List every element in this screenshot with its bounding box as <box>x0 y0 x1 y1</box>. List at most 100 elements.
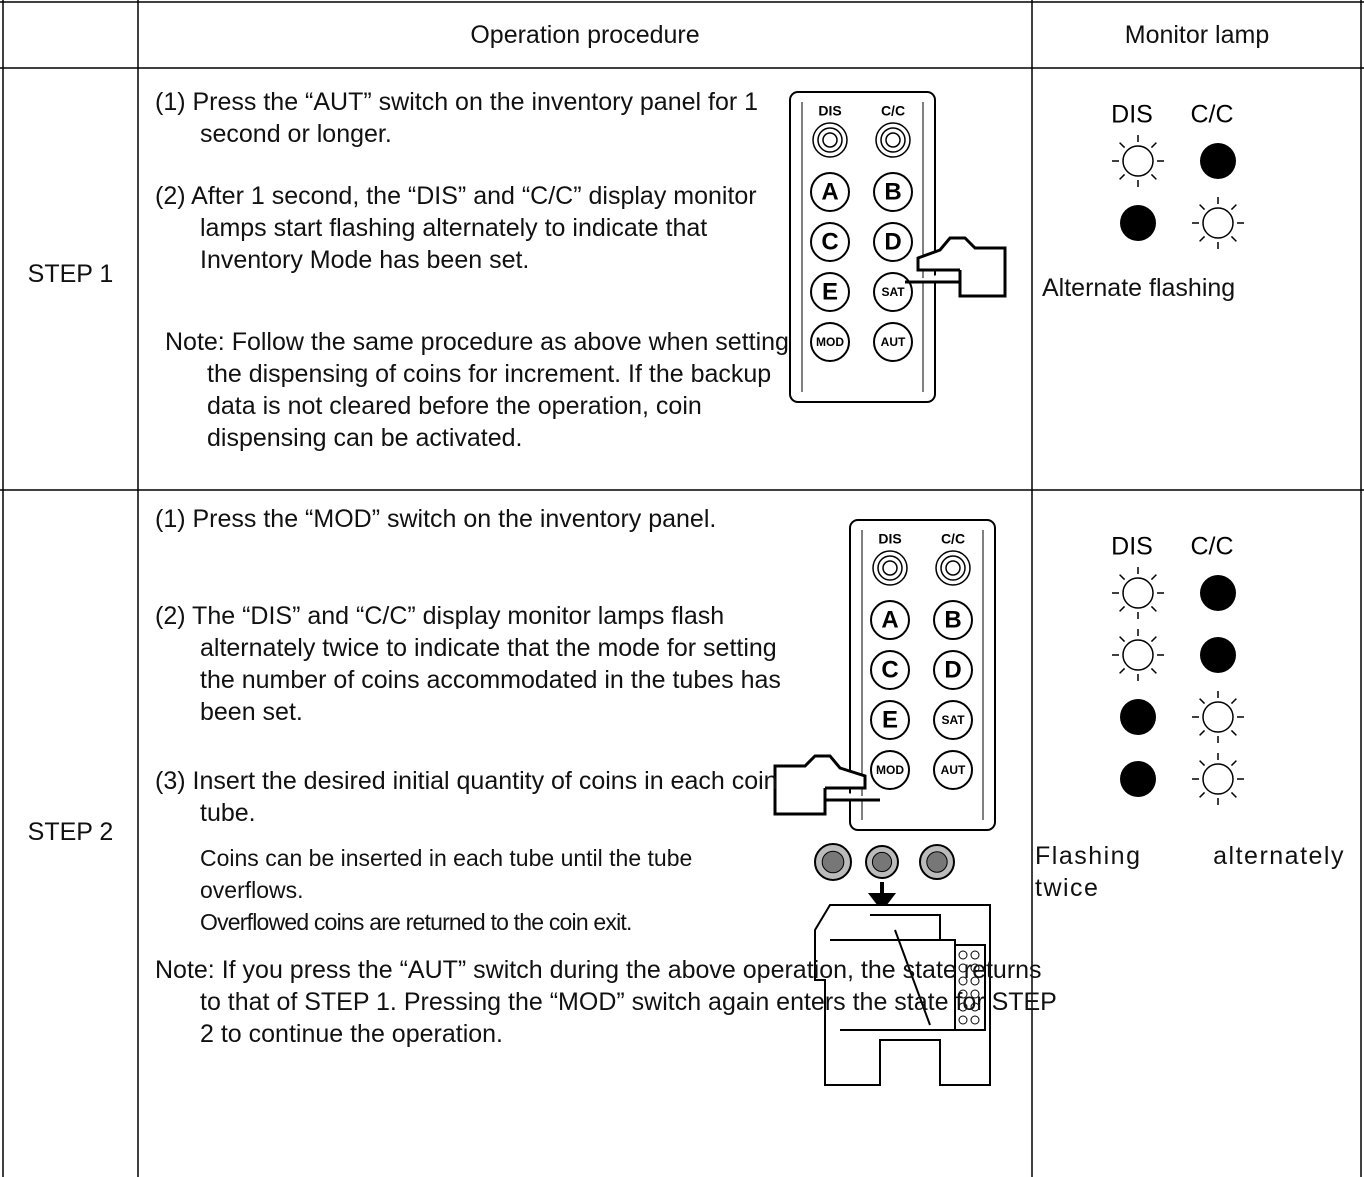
lamp <box>940 555 966 581</box>
button-label: B <box>944 606 961 633</box>
button-label: SAT <box>941 713 965 727</box>
lamp-on <box>1122 639 1154 671</box>
lamp-ray <box>1230 698 1237 705</box>
header-monitor: Monitor lamp <box>1124 21 1270 49</box>
procedure-text: (2) After 1 second, the “DIS” and “C/C” … <box>155 182 757 274</box>
lamp-ray <box>1230 791 1237 798</box>
lamp-ray <box>1230 729 1237 736</box>
machine-detail <box>970 1015 980 1025</box>
panel-button <box>933 650 973 690</box>
lamp-ray <box>1150 605 1157 612</box>
lamp <box>817 127 843 153</box>
button-label: C <box>821 228 838 255</box>
machine-detail <box>958 976 968 986</box>
machine-detail <box>958 963 968 973</box>
procedure-note: Note: Follow the same procedure as above… <box>165 328 789 452</box>
header-procedure: Operation procedure <box>470 21 700 49</box>
lamp-ray <box>1230 204 1237 211</box>
procedure-subtext: Overflowed coins are returned to the coi… <box>200 909 632 935</box>
lamp-ray <box>1119 636 1126 643</box>
lamp <box>872 550 908 586</box>
panel-button <box>933 750 973 790</box>
lamp-ray <box>1150 173 1157 180</box>
panel-button <box>933 600 973 640</box>
button-label: SAT <box>881 285 905 299</box>
monitor-lamp-label: C/C <box>1190 533 1233 561</box>
machine-detail <box>970 1002 980 1012</box>
monitor-text: Alternate flashing <box>1042 274 1236 302</box>
panel-button <box>810 322 850 362</box>
lamp-ray <box>1199 235 1206 242</box>
monitor-lamp-label: DIS <box>1111 101 1153 129</box>
panel-button <box>870 600 910 640</box>
lamp-off <box>1200 143 1236 179</box>
button-label: A <box>881 606 898 633</box>
lamp <box>877 555 903 581</box>
lamp-ray <box>1119 173 1126 180</box>
lamp-ray <box>1230 235 1237 242</box>
monitor-lamp-label: C/C <box>1190 101 1233 129</box>
lamp <box>875 122 911 158</box>
lamp-ray <box>1199 729 1206 736</box>
procedure-text: (2) The “DIS” and “C/C” display monitor … <box>155 602 781 726</box>
lamp-ray <box>1150 667 1157 674</box>
procedure-note: Note: If you press the “AUT” switch duri… <box>155 956 1057 1048</box>
lamp-ray <box>1199 698 1206 705</box>
monitor-lamp-label: DIS <box>1111 533 1153 561</box>
lamp-ray <box>1230 760 1237 767</box>
machine-detail <box>958 1015 968 1025</box>
panel-button <box>873 222 913 262</box>
panel-button <box>873 172 913 212</box>
lamp <box>812 122 848 158</box>
step-label: STEP 1 <box>27 260 114 288</box>
button-label: E <box>822 278 838 305</box>
panel-button <box>870 700 910 740</box>
button-label: B <box>884 178 901 205</box>
panel-button <box>933 700 973 740</box>
lamp-on <box>1202 701 1234 733</box>
machine-detail <box>958 989 968 999</box>
lamp-off <box>1120 699 1156 735</box>
procedure-text: (1) Press the “AUT” switch on the invent… <box>155 88 759 148</box>
panel-button <box>810 172 850 212</box>
lamp <box>880 127 906 153</box>
lamp <box>935 550 971 586</box>
lamp-ray <box>1199 204 1206 211</box>
lamp-off <box>1120 205 1156 241</box>
button-label: E <box>882 706 898 733</box>
machine-detail <box>970 963 980 973</box>
lamp <box>885 132 901 148</box>
coin-icon <box>926 851 948 873</box>
machine-detail <box>970 976 980 986</box>
lamp-on <box>1122 577 1154 609</box>
button-label: MOD <box>816 335 844 349</box>
lamp-ray <box>1199 760 1206 767</box>
machine-icon <box>814 904 991 1086</box>
hand-icon <box>773 754 880 816</box>
panel-button <box>873 272 913 312</box>
lamp-on <box>1202 763 1234 795</box>
lamp-label: C/C <box>881 103 905 119</box>
panel-button <box>870 650 910 690</box>
lamp <box>882 560 898 576</box>
lamp-ray <box>1199 791 1206 798</box>
lamp-label: DIS <box>878 531 901 547</box>
lamp <box>945 560 961 576</box>
lamp-on <box>1122 145 1154 177</box>
button-label: D <box>884 228 901 255</box>
button-label: C <box>881 656 898 683</box>
panel-button <box>870 750 910 790</box>
panel-button <box>810 222 850 262</box>
button-label: D <box>944 656 961 683</box>
lamp-off <box>1200 575 1236 611</box>
button-label: AUT <box>941 763 966 777</box>
lamp-ray <box>1150 574 1157 581</box>
procedure-text: (3) Insert the desired initial quantity … <box>155 767 778 827</box>
procedure-text: (1) Press the “MOD” switch on the invent… <box>155 505 717 533</box>
hand-icon <box>905 236 1007 298</box>
panel-button <box>873 322 913 362</box>
arrow-icon <box>867 882 897 912</box>
coin-icon <box>821 850 845 874</box>
